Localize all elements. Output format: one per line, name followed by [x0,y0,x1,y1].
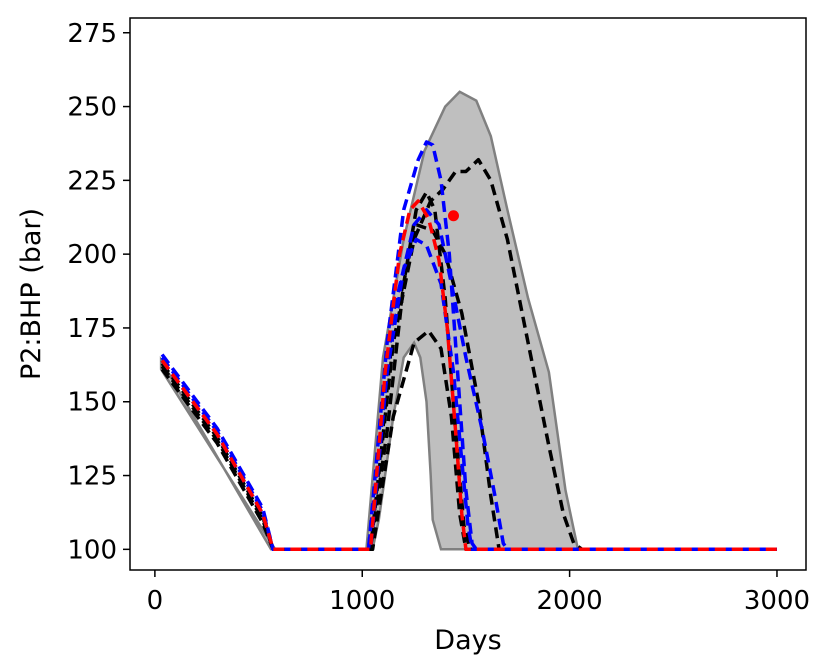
series-line-3 [160,157,777,552]
observation-point [447,210,459,222]
y-tick-label: 250 [67,93,117,123]
y-tick-label: 275 [67,19,117,49]
plot-frame [129,17,807,571]
x-tick-label: 3000 [744,586,810,616]
series-layer [160,140,777,552]
y-tick-label: 200 [67,240,117,270]
series-line-8 [160,199,777,552]
y-tick-label: 225 [67,166,117,196]
y-tick-label: 150 [67,388,117,418]
tick-layer: 0 1000 2000 3000 100 125 150 175 200 225 250 275 [67,19,810,616]
observation-layer [447,210,459,222]
y-tick-label: 100 [67,535,117,565]
y-tick-label: 125 [67,462,117,492]
x-tick-label: 1000 [329,586,395,616]
x-axis-label: Days [434,625,501,656]
x-tick-label: 2000 [537,586,603,616]
series-line-6 [160,208,777,552]
y-tick-label: 175 [67,314,117,344]
y-axis-label: P2:BHP (bar) [16,208,47,380]
x-tick-label: 0 [147,586,164,616]
